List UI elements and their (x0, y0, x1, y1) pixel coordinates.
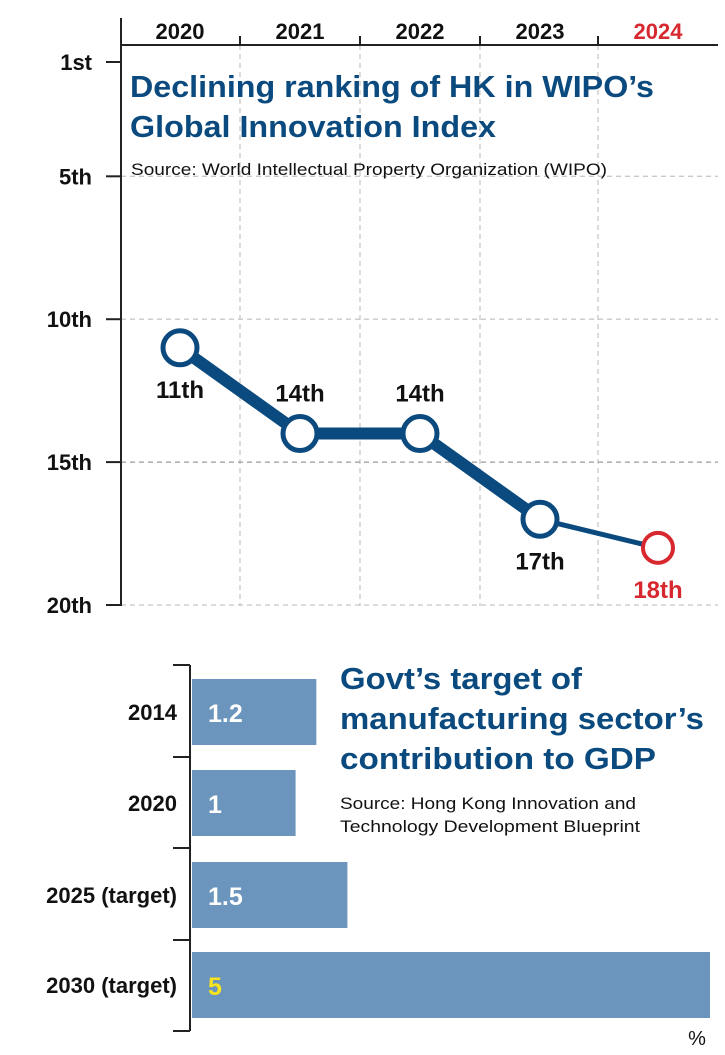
x-tick-label: 2022 (396, 19, 445, 44)
bar-chart-bars: 2014 1.2 2020 1 2025 (target) 1.5 2030 (target… (46, 679, 710, 1018)
bar-chart-title-line-3: contribution to GDP (340, 741, 656, 776)
y-tick-label: 20th (47, 593, 92, 618)
y-tick-label: 5th (59, 164, 92, 189)
line-chart-source: Source: World Intellectual Property Orga… (131, 160, 607, 179)
bar-chart-source-line-1: Source: Hong Kong Innovation and (340, 794, 636, 813)
bar-value-label: 1 (208, 791, 222, 819)
x-tick-label: 2021 (276, 19, 325, 44)
bar-value-label: 1.5 (208, 883, 243, 911)
ranking-point-label: 18th (633, 577, 682, 604)
ranking-point (400, 414, 440, 454)
y-axis-ticks: 1st 5th 10th 15th 20th (47, 50, 121, 618)
ranking-point (160, 328, 200, 368)
gdp-target-bar-chart: 2014 1.2 2020 1 2025 (target) 1.5 2030 (target… (46, 661, 710, 1050)
line-chart-title-line-1: Declining ranking of HK in WIPO’s (130, 69, 654, 104)
y-tick-label: 15th (47, 450, 92, 475)
bar-chart-title-line-2: manufacturing sector’s (340, 701, 704, 736)
bar-chart-source-line-2: Technology Development Blueprint (340, 817, 640, 836)
ranking-line-chart: 2020 2021 2022 2023 2024 1st5th10th15th20th … (47, 18, 718, 618)
ranking-point-label: 17th (515, 548, 564, 575)
bar (192, 679, 317, 745)
line-chart-grid (121, 45, 718, 606)
bar-category-label: 2025 (target) (46, 883, 177, 908)
ranking-point (520, 499, 560, 539)
bar (192, 952, 710, 1018)
bar-category-label: 2030 (target) (46, 973, 177, 998)
bar (192, 770, 296, 836)
x-tick-label: 2024 (634, 19, 684, 44)
bar-chart-unit: % (688, 1028, 706, 1050)
ranking-point (280, 414, 320, 454)
bar-chart-ticks (173, 664, 190, 1032)
bar-chart-title-line-1: Govt’s target of (340, 661, 583, 696)
bar-category-label: 2014 (128, 700, 178, 725)
ranking-point-label: 11th (156, 377, 204, 404)
x-tick-label: 2023 (516, 19, 565, 44)
ranking-line (174, 341, 546, 526)
ranking-point (641, 530, 675, 565)
bar-category-label: 2020 (128, 791, 177, 816)
ranking-point-label: 14th (395, 381, 444, 408)
y-tick-label: 1st (60, 50, 92, 75)
y-tick-label: 10th (47, 307, 92, 332)
x-axis-ticks: 2020 2021 2022 2023 2024 (156, 19, 684, 45)
bar (192, 862, 348, 928)
ranking-line-segment (537, 516, 661, 551)
bar-value-label: 5 (208, 973, 222, 1001)
ranking-series: 11th 14th 14th 17th 18th (156, 328, 683, 604)
x-tick-label: 2020 (156, 19, 205, 44)
bar-value-label: 1.2 (208, 700, 243, 728)
line-chart-title-line-2: Global Innovation Index (130, 109, 497, 144)
ranking-point-label: 14th (275, 381, 324, 408)
